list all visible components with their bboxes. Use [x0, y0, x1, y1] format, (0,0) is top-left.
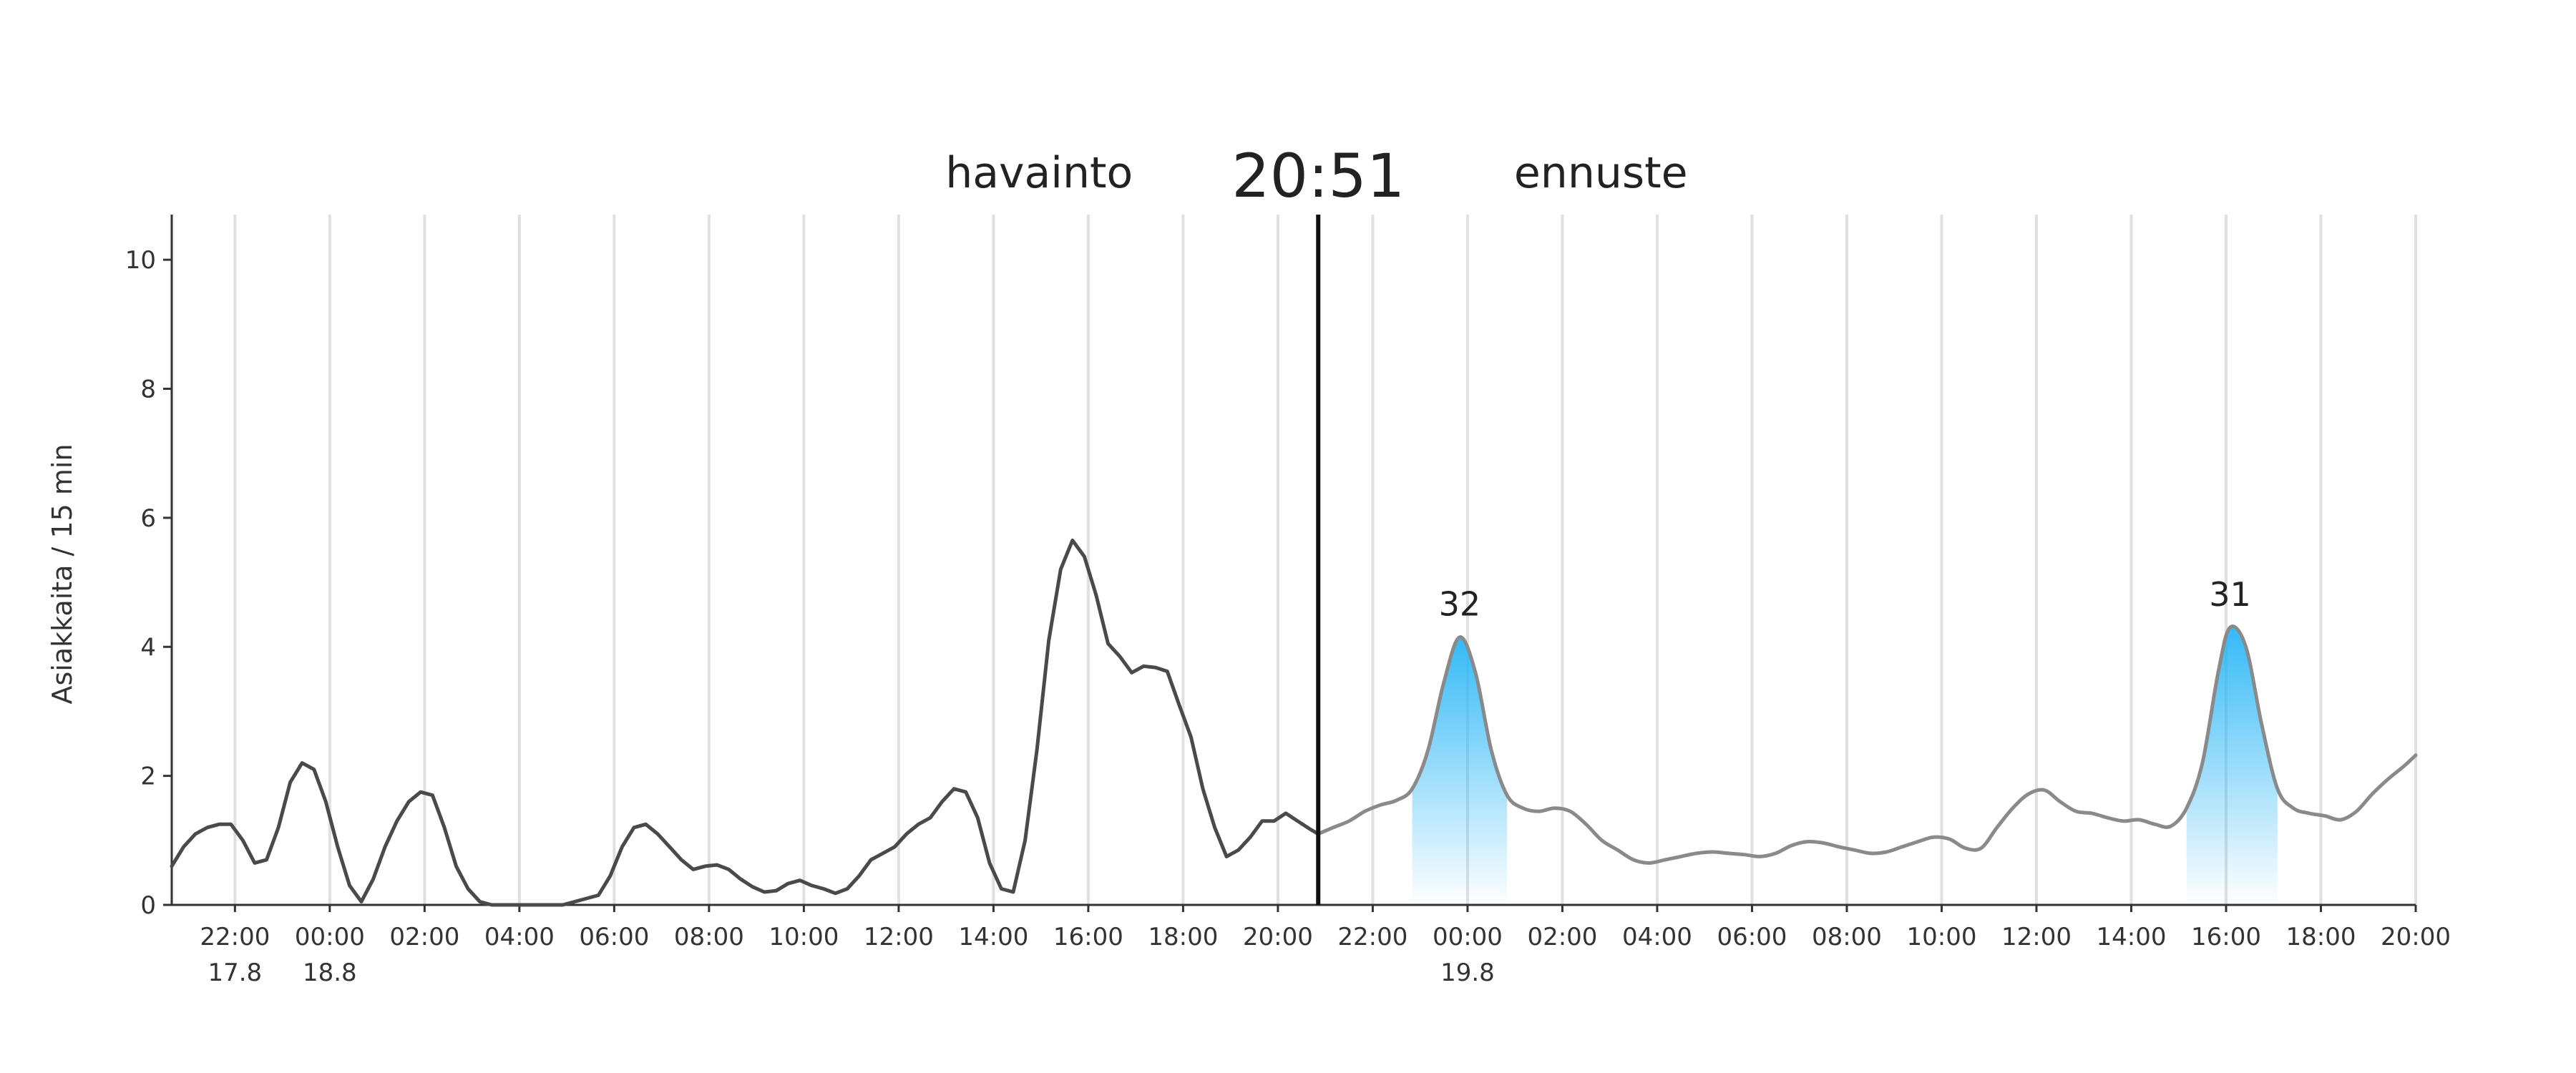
x-tick-label: 02:00 — [389, 923, 459, 951]
x-tick-label: 12:00 — [864, 923, 934, 951]
x-tick-label: 02:00 — [1527, 923, 1597, 951]
peak-labels: 32 31 — [1439, 575, 2251, 624]
y-tick-label: 0 — [140, 891, 156, 920]
y-tick-label: 6 — [140, 504, 156, 533]
x-tick-label: 22:00 — [200, 923, 270, 951]
peak-label: 31 — [2209, 575, 2251, 614]
x-tick-label: 08:00 — [1812, 923, 1882, 951]
y-axis-title: Asiakkaita / 15 min — [47, 444, 78, 704]
tick-labels: 22:00 17.8 00:00 18.8 02:00 04:00 06:00 08:00 10… — [125, 246, 2451, 987]
x-tick-label: 04:00 — [484, 923, 555, 951]
series-lines — [170, 538, 2418, 907]
y-tick-label: 8 — [140, 376, 156, 404]
forecast-series-line — [1316, 624, 2418, 865]
forecast-label: ennuste — [1514, 148, 1688, 198]
x-tick-label: 14:00 — [2096, 923, 2166, 951]
x-date-label: 19.8 — [1440, 959, 1495, 987]
current-time-label: 20:51 — [1231, 141, 1405, 211]
peak-fills — [1412, 626, 2278, 905]
peak-fill — [1412, 637, 1508, 905]
peak-label: 32 — [1439, 585, 1481, 624]
y-tick-label: 10 — [125, 246, 156, 275]
observed-series-line — [170, 538, 1320, 907]
axes — [163, 215, 2417, 912]
x-tick-label: 22:00 — [1337, 923, 1407, 951]
x-date-label: 18.8 — [303, 959, 357, 987]
x-tick-label: 16:00 — [1053, 923, 1123, 951]
x-tick-label: 18:00 — [1148, 923, 1218, 951]
x-tick-label: 20:00 — [1243, 923, 1313, 951]
x-tick-label: 16:00 — [2191, 923, 2261, 951]
x-tick-label: 14:00 — [958, 923, 1028, 951]
x-tick-label: 20:00 — [2381, 923, 2451, 951]
x-tick-label: 10:00 — [1906, 923, 1976, 951]
y-tick-label: 2 — [140, 763, 156, 791]
y-tick-label: 4 — [140, 633, 156, 662]
x-tick-label: 12:00 — [2001, 923, 2072, 951]
x-tick-label: 00:00 — [1433, 923, 1503, 951]
x-tick-label: 04:00 — [1622, 923, 1692, 951]
observed-label: havainto — [945, 148, 1133, 198]
grid-lines — [233, 215, 2417, 905]
x-tick-label: 00:00 — [295, 923, 365, 951]
x-tick-label: 10:00 — [769, 923, 839, 951]
x-date-label: 17.8 — [208, 959, 262, 987]
x-tick-label: 06:00 — [579, 923, 649, 951]
x-tick-label: 08:00 — [674, 923, 744, 951]
x-tick-label: 06:00 — [1717, 923, 1787, 951]
x-tick-label: 18:00 — [2286, 923, 2356, 951]
